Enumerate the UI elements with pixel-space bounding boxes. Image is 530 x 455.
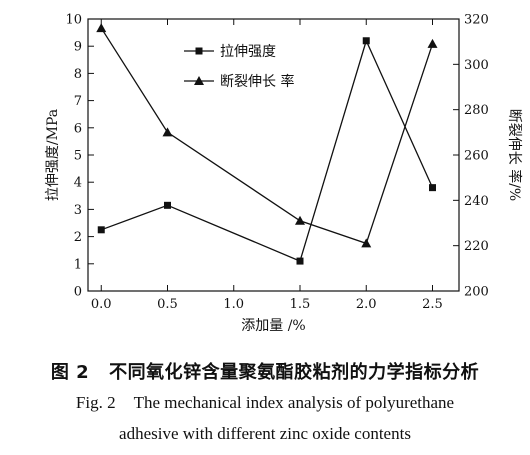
series-1-point-3 — [361, 238, 372, 248]
series-0-point-2 — [296, 257, 304, 265]
caption-english-line2: adhesive with different zinc oxide conte… — [119, 424, 411, 443]
y-left-tick-label-0: 0 — [74, 285, 82, 300]
legend-label-elongation: 断裂伸长 率 — [220, 73, 294, 90]
x-tick-label-4: 2.0 — [356, 297, 377, 312]
y-right-tick-label-4: 280 — [464, 103, 489, 118]
series-1-point-4 — [427, 38, 438, 48]
y-right-tick-label-5: 300 — [464, 58, 489, 73]
y-right-tick-label-2: 240 — [464, 194, 489, 209]
x-tick-label-3: 1.5 — [290, 297, 311, 312]
y-left-tick-label-6: 6 — [74, 121, 82, 136]
y-left-tick-label-1: 1 — [74, 257, 82, 272]
y-right-tick-label-6: 320 — [464, 13, 489, 28]
series-1-point-1 — [162, 127, 173, 137]
y-right-tick-label-1: 220 — [464, 239, 489, 254]
y-left-tick-label-9: 9 — [74, 40, 82, 55]
chart: 0.0 0.5 1.0 1.5 2.0 2.5 0 1 2 3 4 5 6 7 8 9 10 200 220 240 2… — [45, 13, 523, 335]
y-left-tick-label-4: 4 — [74, 176, 82, 191]
legend: 拉伸强度 断裂伸长 率 — [178, 36, 298, 95]
x-tick-label-1: 0.5 — [157, 297, 178, 312]
caption-chinese-number: 图 2 — [50, 362, 90, 383]
legend-label-tensile: 拉伸强度 — [220, 44, 276, 60]
y-left-tick-label-5: 5 — [74, 149, 82, 164]
y-left-tick-label-10: 10 — [65, 13, 82, 28]
legend-marker-tensile — [195, 47, 203, 55]
caption-english-number: Fig. 2 — [75, 393, 116, 412]
y-right-tick-label-3: 260 — [464, 149, 489, 164]
series-1-point-2 — [295, 215, 305, 225]
series-1-point-0 — [96, 23, 107, 33]
x-tick-label-5: 2.5 — [422, 297, 443, 312]
caption-chinese-text: 不同氧化锌含量聚氨酯胶粘剂的力学指标分析 — [109, 362, 480, 383]
series-0-point-1 — [164, 201, 171, 209]
y-left-tick-label-8: 8 — [74, 67, 82, 82]
y-left-tick-label-3: 3 — [74, 203, 82, 218]
x-tick-label-0: 0.0 — [91, 297, 112, 312]
series-0-point-4 — [429, 184, 436, 192]
series-0-point-0 — [97, 226, 105, 234]
caption-chinese: 图 2 不同氧化锌含量聚氨酯胶粘剂的力学指标分析 — [0, 358, 530, 384]
x-tick-label-2: 1.0 — [223, 297, 244, 312]
y-left-tick-label-2: 2 — [74, 230, 82, 245]
caption-english-line1: Fig. 2 The mechanical index analysis of p… — [0, 393, 530, 413]
y-right-axis-title: 断裂伸长 率/% — [506, 109, 523, 201]
y-left-axis-title: 拉伸强度/MPa — [45, 109, 61, 201]
x-axis-title: 添加量 /% — [241, 318, 305, 334]
y-right-tick-label-0: 200 — [464, 285, 489, 300]
legend-marker-elongation — [194, 76, 204, 85]
series-0-point-3 — [362, 37, 370, 45]
caption-english-text-line1: The mechanical index analysis of polyure… — [133, 393, 455, 412]
plot-area: 0.0 0.5 1.0 1.5 2.0 2.5 0 1 2 3 4 5 6 7 8 9 10 200 220 240 2… — [45, 13, 523, 335]
y-left-tick-label-7: 7 — [74, 94, 82, 109]
legend-box — [178, 36, 298, 95]
